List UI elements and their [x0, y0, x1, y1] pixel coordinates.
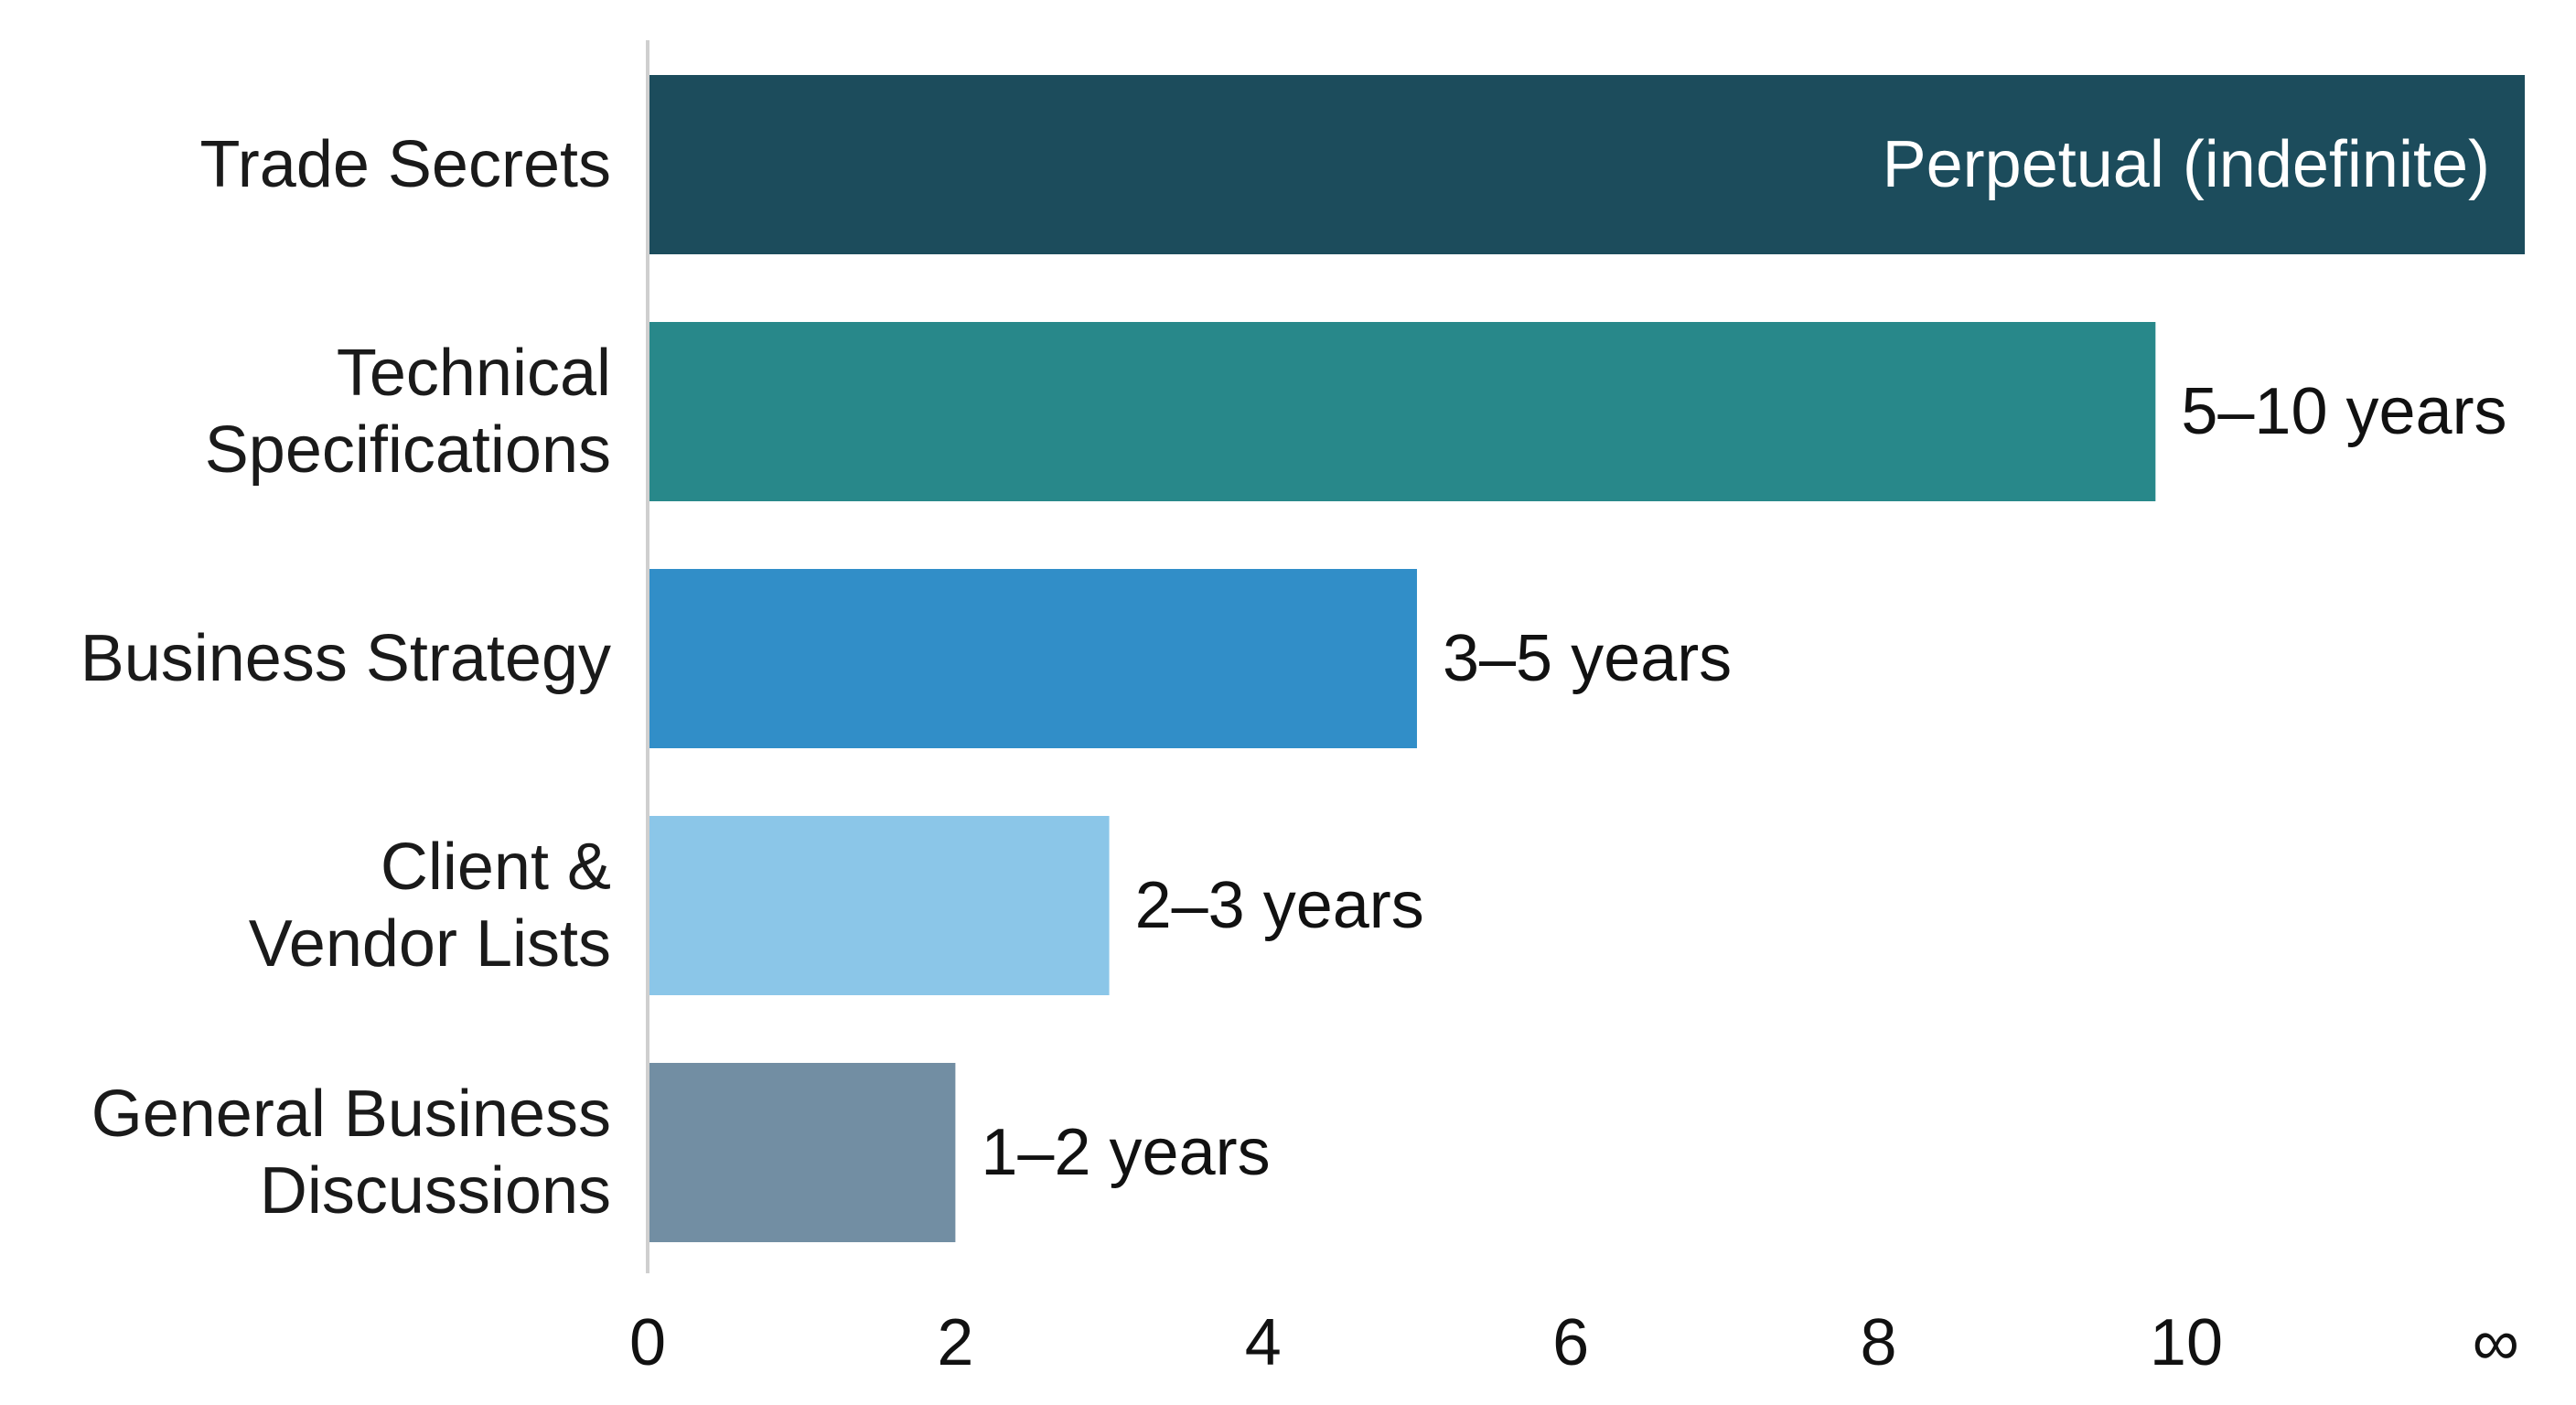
category-label-3: Client & Vendor Lists: [249, 831, 611, 981]
bar-1: [648, 322, 2156, 501]
x-tick-label-1: 2: [937, 1306, 973, 1379]
bar-0: [648, 75, 2525, 254]
bars-layer: [648, 75, 2525, 1242]
data-label-2: 3–5 years: [1443, 622, 1732, 695]
category-label-1: Technical Specifications: [205, 337, 611, 487]
x-tick-label-4: 8: [1861, 1306, 1897, 1379]
data-label-1: 5–10 years: [2181, 375, 2506, 448]
x-tick-label-5: 10: [2150, 1306, 2223, 1379]
x-tick-label-3: 6: [1552, 1306, 1589, 1379]
category-label-4: General Business Discussions: [91, 1078, 611, 1228]
labels-layer: Trade Secrets Perpetual (indefinite) Techn…: [80, 128, 2507, 1228]
data-label-0: Perpetual (indefinite): [1883, 128, 2490, 201]
data-label-4: 1–2 years: [981, 1116, 1270, 1189]
x-tick-label-2: 4: [1245, 1306, 1282, 1379]
bar-3: [648, 816, 1110, 995]
category-label-2: Business Strategy: [80, 622, 611, 695]
x-tick-label-0: 0: [629, 1306, 666, 1379]
category-label-0: Trade Secrets: [199, 128, 611, 201]
x-tick-label-6: ∞: [2473, 1306, 2519, 1379]
bar-2: [648, 569, 1417, 748]
bar-4: [648, 1063, 956, 1242]
data-label-3: 2–3 years: [1135, 869, 1424, 942]
axis-layer: 0 2 4 6 8 10 ∞: [629, 40, 2519, 1379]
